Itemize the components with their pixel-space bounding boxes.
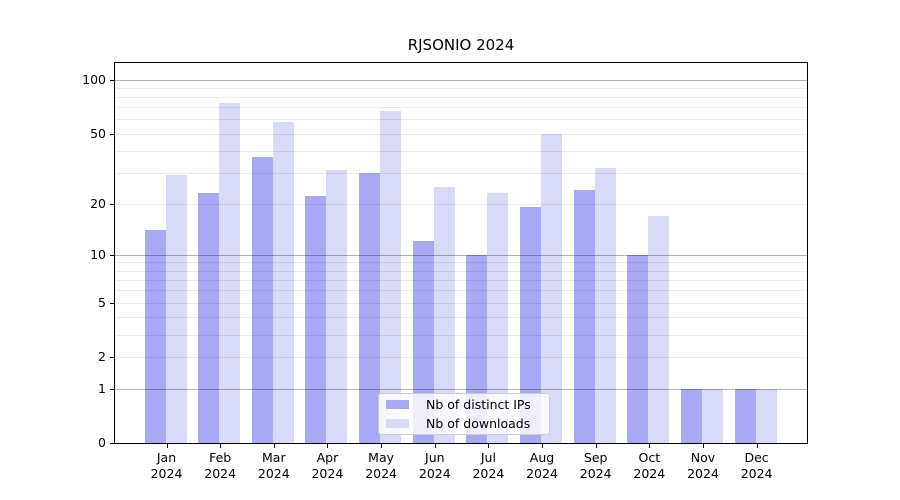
bar-downloads-dec	[755, 389, 777, 443]
y-axis-tick	[110, 443, 114, 444]
gridline-minor	[115, 107, 807, 109]
y-axis-tick	[110, 203, 114, 205]
y-axis-tick	[110, 302, 114, 304]
legend-row-distinct-ips: Nb of distinct IPs	[379, 397, 549, 413]
gridline-minor	[115, 290, 807, 292]
legend-swatch-distinct-ips	[386, 400, 409, 409]
bar-downloads-jun	[433, 186, 455, 443]
gridline-minor	[115, 316, 807, 318]
x-tick-label-may: May 2024	[365, 450, 397, 481]
x-axis-tick	[488, 444, 490, 448]
gridline-minor	[115, 172, 807, 174]
x-axis-tick	[220, 444, 222, 448]
bar-downloads-aug	[541, 133, 563, 443]
x-tick-label-aug: Aug 2024	[526, 450, 558, 481]
y-axis-tick	[110, 389, 114, 391]
y-tick-label: 1	[98, 381, 106, 397]
gridline-minor	[115, 262, 807, 264]
x-axis-tick	[381, 444, 383, 448]
bar-distinct-ips-feb	[198, 193, 220, 443]
y-axis-tick	[110, 357, 114, 359]
x-axis-tick	[434, 444, 436, 448]
gridline-major	[115, 254, 807, 256]
gridline-minor	[115, 203, 807, 205]
x-axis-tick	[327, 444, 329, 448]
bar-downloads-mar	[272, 122, 294, 443]
bar-distinct-ips-jun	[412, 241, 434, 443]
x-tick-label-jun: Jun 2024	[418, 450, 451, 481]
y-tick-label: 2	[98, 349, 106, 365]
x-tick-label-sep: Sep 2024	[579, 450, 612, 481]
gridline-minor	[115, 133, 807, 135]
bar-downloads-feb	[219, 103, 241, 443]
bar-downloads-oct	[648, 215, 670, 443]
bar-distinct-ips-mar	[251, 156, 273, 443]
bar-downloads-jan	[165, 175, 187, 443]
bar-distinct-ips-jan	[144, 230, 166, 443]
bar-downloads-jul	[487, 193, 509, 443]
y-tick-label: 100	[82, 71, 106, 87]
gridline-major	[115, 79, 807, 81]
bar-distinct-ips-sep	[573, 189, 595, 443]
bar-distinct-ips-may	[359, 172, 381, 443]
legend-label-downloads: Nb of downloads	[426, 415, 531, 431]
legend-label-distinct-ips: Nb of distinct IPs	[426, 396, 531, 412]
x-tick-label-jul: Jul 2024	[472, 450, 505, 481]
x-tick-label-nov: Nov 2024	[687, 450, 719, 481]
y-tick-label: 20	[90, 195, 106, 211]
legend-swatch-downloads	[386, 419, 409, 428]
y-axis-tick	[110, 133, 114, 135]
y-axis-tick	[110, 79, 114, 81]
y-tick-label: 0	[98, 435, 106, 450]
gridline-minor	[115, 279, 807, 281]
x-axis-tick	[649, 444, 651, 448]
gridline-minor	[115, 334, 807, 336]
x-tick-label-feb: Feb 2024	[204, 450, 237, 481]
gridline-minor	[115, 357, 807, 359]
legend-row-downloads: Nb of downloads	[379, 416, 549, 432]
bar-distinct-ips-oct	[627, 254, 649, 443]
y-axis-tick	[110, 254, 114, 256]
bar-downloads-apr	[326, 170, 348, 443]
x-tick-label-oct: Oct 2024	[633, 450, 666, 481]
bar-downloads-may	[380, 110, 402, 443]
y-tick-label: 5	[98, 294, 106, 310]
bar-downloads-nov	[702, 389, 723, 443]
x-axis-tick	[273, 444, 275, 448]
x-axis-tick	[703, 444, 704, 448]
gridline-minor	[115, 150, 807, 152]
x-axis-tick	[542, 444, 543, 448]
gridline-minor	[115, 119, 807, 121]
x-tick-label-mar: Mar 2024	[257, 450, 290, 481]
gridline-major	[115, 389, 807, 391]
bar-distinct-ips-aug	[520, 207, 542, 443]
bar-distinct-ips-apr	[305, 196, 327, 443]
x-tick-label-dec: Dec 2024	[740, 450, 773, 481]
y-tick-label: 50	[90, 125, 106, 141]
x-tick-label-jan: Jan 2024	[150, 450, 183, 481]
x-axis-tick	[166, 444, 168, 448]
bar-distinct-ips-dec	[734, 389, 756, 443]
bar-downloads-sep	[594, 167, 616, 443]
legend: Nb of distinct IPs Nb of downloads	[378, 393, 550, 435]
x-tick-label-apr: Apr 2024	[311, 450, 344, 481]
chart-title: RJSONIO 2024	[407, 36, 515, 54]
x-axis-tick	[595, 444, 597, 448]
gridline-minor	[115, 270, 807, 272]
gridline-minor	[115, 87, 807, 89]
x-axis-tick	[756, 444, 758, 448]
bar-distinct-ips-nov	[681, 389, 702, 443]
gridline-minor	[115, 302, 807, 304]
y-tick-label: 10	[90, 246, 106, 262]
gridline-minor	[115, 97, 807, 98]
